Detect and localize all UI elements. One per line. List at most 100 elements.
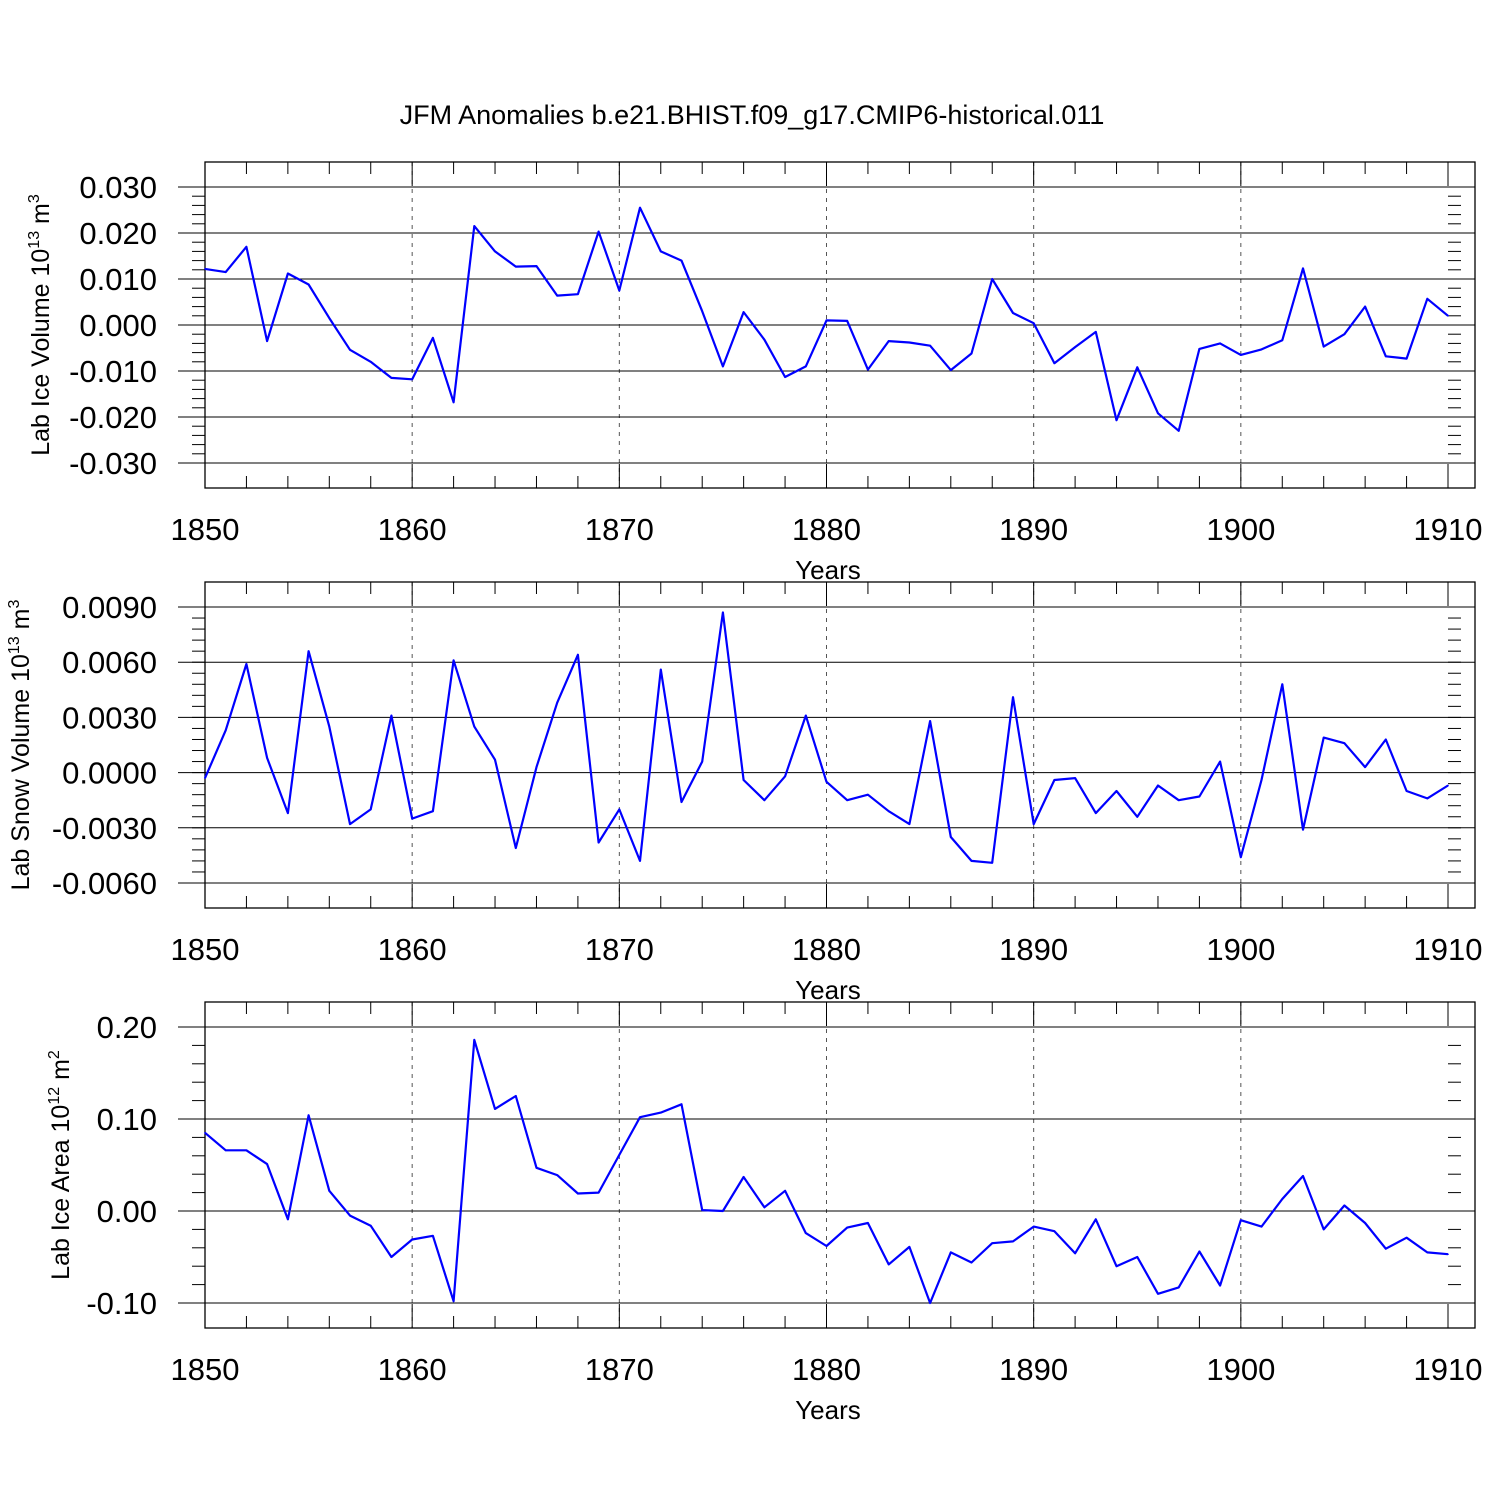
data-point [1240,354,1242,356]
data-point [204,1132,206,1134]
x-axis-label: Years [795,555,861,585]
x-tick-label: 1890 [999,512,1068,547]
data-point [1115,790,1118,792]
y-tick-label: -0.0030 [52,811,157,846]
y-axis-label-base: Lab Ice Volume 10 [27,249,55,456]
data-point [245,663,248,665]
data-point [825,781,828,783]
data-point [846,799,849,801]
data-point [722,1210,724,1212]
data-point [618,808,621,811]
data-point [514,265,517,268]
y-axis-label: Lab Ice Area 1012 m2 [46,1050,75,1280]
x-tick-label: 1860 [378,1352,447,1387]
data-point [307,650,310,652]
x-tick-label: 1880 [792,1352,861,1387]
data-point [867,368,869,371]
y-axis-label-exponent: 12 [46,1087,63,1105]
y-axis-label-unit: m [7,609,35,637]
data-point [867,1222,869,1224]
data-point [597,1191,600,1194]
data-point [556,701,558,704]
x-tick-label: 1850 [171,512,240,547]
x-tick-label: 1880 [792,932,861,967]
y-tick-label: 0.000 [79,308,157,343]
data-point [1302,1175,1304,1177]
data-point [846,320,849,322]
data-point [494,250,496,253]
y-tick-label: 0.030 [79,170,157,205]
data-point [1385,355,1387,358]
data-point [1322,736,1325,739]
y-axis-label-unit: m [27,203,55,231]
data-point [390,714,393,717]
data-point [390,377,393,379]
data-point [1136,1256,1139,1258]
data-point [204,777,206,779]
data-point [1447,315,1449,317]
data-point [1074,346,1076,348]
data-point [950,1251,952,1254]
data-point [1364,305,1366,308]
data-point [1322,345,1325,348]
data-point [1260,1225,1263,1228]
data-point [618,289,621,292]
data-point [266,1163,268,1165]
data-point [1115,1265,1118,1267]
data-point [224,271,227,273]
data-point [680,1103,683,1106]
y-tick-label: -0.020 [69,400,157,435]
data-point [1032,823,1035,825]
data-point [1385,738,1387,741]
data-point [266,340,268,342]
data-point [411,378,413,381]
data-point [701,1209,703,1211]
data-point [1074,1252,1076,1255]
data-point [639,1116,641,1118]
data-point [680,259,683,262]
data-point [473,1039,476,1041]
data-point [1219,1284,1221,1287]
data-point [763,338,766,341]
data-point [1281,1198,1284,1200]
x-tick-label: 1880 [792,512,861,547]
data-point [452,401,455,404]
data-point [1343,1204,1346,1207]
data-point [970,352,973,355]
data-point [950,836,952,838]
data-point [514,847,517,849]
data-point [328,725,331,728]
data-point [1302,267,1304,270]
plot-frame [204,1001,1476,1329]
y-tick-label: 0.0030 [62,700,157,735]
data-point [784,775,786,778]
data-point [1364,1222,1366,1224]
data-point [287,272,289,275]
x-tick-label: 1860 [378,932,447,967]
data-point [1426,1251,1429,1254]
data-point [742,779,745,781]
data-point [1322,1228,1325,1231]
data-point [556,294,558,297]
data-point [1012,696,1014,698]
data-point [432,337,434,339]
data-point [970,860,973,862]
data-point [659,668,662,671]
data-point [991,861,994,864]
x-tick-label: 1850 [171,932,240,967]
data-point [1302,828,1304,831]
data-point [1281,683,1284,686]
data-point [618,1154,621,1156]
data-point [804,714,807,717]
data-point [825,1245,828,1247]
data-point [369,361,372,363]
data-point [929,1302,931,1304]
data-point [1426,797,1429,800]
data-point [1157,1293,1159,1295]
data-point [1447,1253,1449,1256]
x-tick-label: 1900 [1206,512,1275,547]
data-point [452,1300,455,1302]
data-point [722,365,724,368]
y-axis-label-unit-exponent: 3 [6,600,23,609]
